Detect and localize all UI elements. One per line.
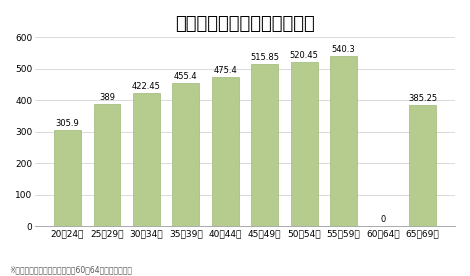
Bar [172,83,199,226]
Text: 515.85: 515.85 [250,53,279,62]
Bar [251,64,278,226]
Text: 0: 0 [380,215,386,224]
Text: ※女性の調査データ不明により60〜64歳のグラフ欠損: ※女性の調査データ不明により60〜64歳のグラフ欠損 [9,266,133,275]
Bar [94,104,120,226]
Text: 455.4: 455.4 [174,72,198,81]
Bar [409,105,436,226]
Text: 475.4: 475.4 [213,66,237,75]
Text: 520.45: 520.45 [290,52,319,60]
Bar [212,76,239,226]
Title: 年齢別プログラマー平均年収: 年齢別プログラマー平均年収 [175,15,315,33]
Text: 389: 389 [99,93,115,102]
Text: 540.3: 540.3 [332,45,355,54]
Bar [330,56,357,226]
Text: 422.45: 422.45 [132,82,161,91]
Bar [54,130,81,226]
Text: 385.25: 385.25 [408,94,437,103]
Bar [133,93,160,226]
Bar [291,62,318,226]
Text: 305.9: 305.9 [55,119,79,128]
